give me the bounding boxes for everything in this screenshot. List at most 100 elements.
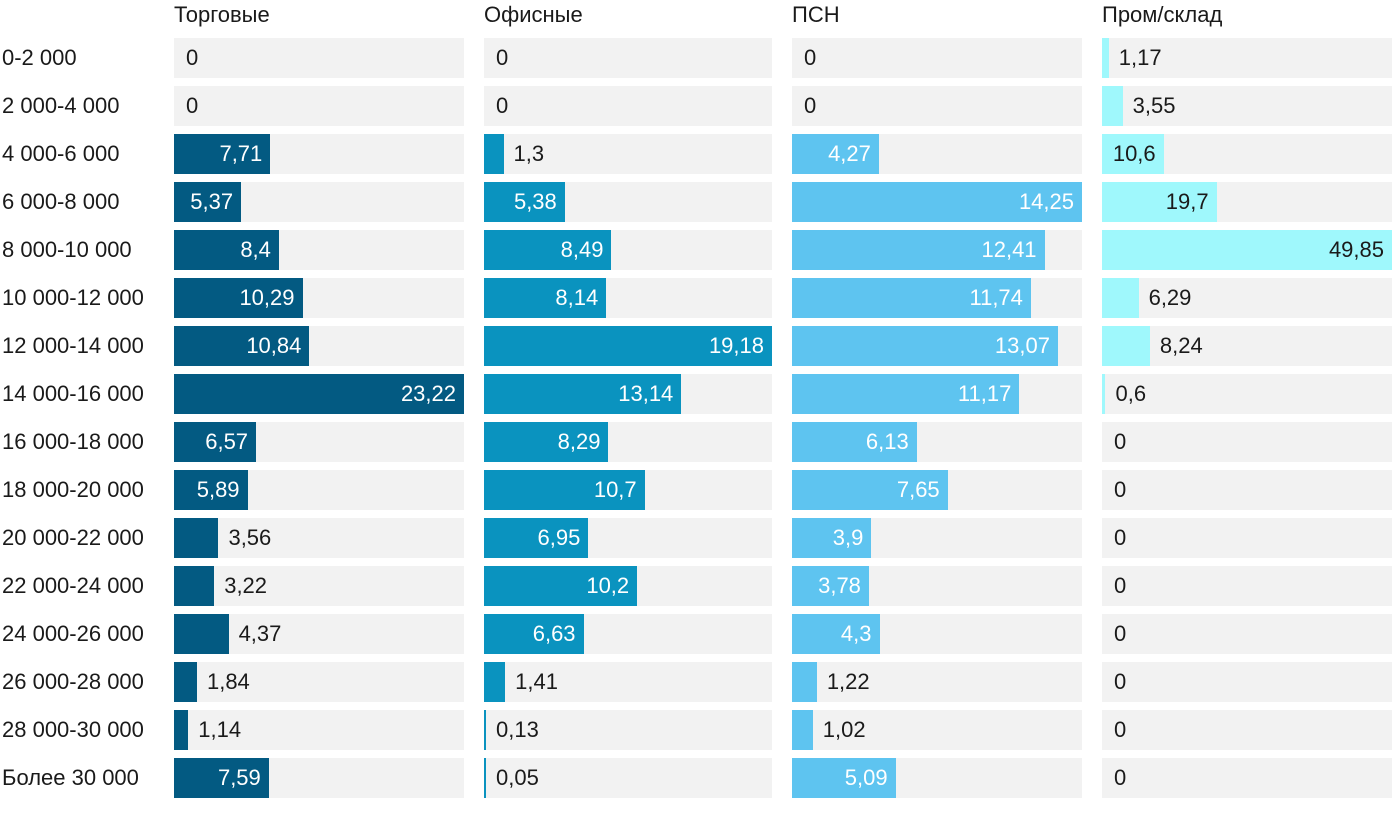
bar[interactable] xyxy=(792,374,1020,414)
bar[interactable] xyxy=(484,134,504,174)
panel-title: Офисные xyxy=(484,2,583,27)
bar-track: 19,7 xyxy=(1102,182,1392,222)
bar[interactable] xyxy=(484,278,607,318)
data-label: 12,41 xyxy=(981,237,1037,262)
bar[interactable] xyxy=(174,278,303,318)
bar[interactable] xyxy=(484,758,486,798)
category-label: 22 000-24 000 xyxy=(2,573,144,598)
bar-track: 1,22 xyxy=(792,662,1082,702)
data-label: 0 xyxy=(496,93,509,118)
bar[interactable] xyxy=(792,326,1058,366)
bar[interactable] xyxy=(174,758,269,798)
bar[interactable] xyxy=(484,566,638,606)
category-label: 0-2 000 xyxy=(2,45,77,70)
bar[interactable] xyxy=(174,614,229,654)
bar[interactable] xyxy=(792,182,1082,222)
bar[interactable] xyxy=(792,662,817,702)
bar-track: 0 xyxy=(1102,662,1392,702)
data-label: 1,84 xyxy=(206,669,250,694)
bar-track: 0 xyxy=(1102,422,1392,462)
data-label: 6,57 xyxy=(205,429,249,454)
bar-track: 8,49 xyxy=(484,230,772,270)
bar[interactable] xyxy=(174,470,248,510)
bar-track: 3,55 xyxy=(1102,86,1392,126)
data-label: 10,84 xyxy=(246,333,302,358)
bar-track: 0 xyxy=(174,86,464,126)
bar[interactable] xyxy=(1102,38,1109,78)
bar-track: 10,29 xyxy=(174,278,464,318)
data-label: 3,78 xyxy=(818,573,861,598)
bar[interactable] xyxy=(174,662,197,702)
bar[interactable] xyxy=(792,230,1045,270)
bar-track: 0 xyxy=(484,86,772,126)
bar-track: 10,6 xyxy=(1102,134,1392,174)
bar-track: 14,25 xyxy=(792,182,1082,222)
data-label: 8,14 xyxy=(555,285,599,310)
data-label: 1,17 xyxy=(1118,45,1162,70)
bar[interactable] xyxy=(484,182,565,222)
bar[interactable] xyxy=(484,662,506,702)
bar[interactable] xyxy=(792,278,1031,318)
bar[interactable] xyxy=(792,470,948,510)
bar[interactable] xyxy=(792,518,872,558)
bar[interactable] xyxy=(174,182,242,222)
bar[interactable] xyxy=(792,758,896,798)
bar[interactable] xyxy=(484,326,772,366)
data-label: 0 xyxy=(496,45,509,70)
data-label: 13,07 xyxy=(994,333,1050,358)
data-label: 1,22 xyxy=(826,669,870,694)
data-label: 3,9 xyxy=(832,525,864,550)
bar-track: 19,18 xyxy=(484,326,772,366)
bar-track: 1,17 xyxy=(1102,38,1392,78)
bar-track: 6,95 xyxy=(484,518,772,558)
bar[interactable] xyxy=(174,518,219,558)
bar[interactable] xyxy=(484,518,589,558)
bar[interactable] xyxy=(1102,278,1139,318)
bar[interactable] xyxy=(792,422,917,462)
bar-track: 6,13 xyxy=(792,422,1082,462)
bar[interactable] xyxy=(174,422,257,462)
bar-track: 0 xyxy=(792,86,1082,126)
data-label: 19,18 xyxy=(708,333,764,358)
bar[interactable] xyxy=(484,470,645,510)
bar[interactable] xyxy=(792,566,869,606)
bar[interactable] xyxy=(174,134,271,174)
bar-track: 13,14 xyxy=(484,374,772,414)
bar[interactable] xyxy=(484,230,612,270)
bar[interactable] xyxy=(1102,374,1106,414)
panel-title: Торговые xyxy=(174,2,270,27)
data-label: 4,3 xyxy=(840,621,872,646)
bar[interactable] xyxy=(792,710,813,750)
bar[interactable] xyxy=(174,230,279,270)
bar[interactable] xyxy=(792,614,880,654)
bar-track: 0 xyxy=(1102,710,1392,750)
bar[interactable] xyxy=(1102,326,1150,366)
bar-track: 6,57 xyxy=(174,422,464,462)
bar[interactable] xyxy=(1102,134,1164,174)
bar[interactable] xyxy=(792,134,879,174)
bar[interactable] xyxy=(484,422,609,462)
bar-track: 0 xyxy=(1102,518,1392,558)
data-label: 3,56 xyxy=(228,525,272,550)
bar[interactable] xyxy=(484,374,682,414)
data-label: 4,27 xyxy=(828,141,871,166)
data-label: 1,41 xyxy=(515,669,558,694)
category-label: 26 000-28 000 xyxy=(2,669,144,694)
bar[interactable] xyxy=(174,566,215,606)
bar-track: 0,05 xyxy=(484,758,772,798)
bar[interactable] xyxy=(174,374,464,414)
bar-track: 1,3 xyxy=(484,134,772,174)
bar[interactable] xyxy=(484,614,584,654)
bar[interactable] xyxy=(174,326,310,366)
data-label: 13,14 xyxy=(618,381,674,406)
bar[interactable] xyxy=(174,710,189,750)
bar-track: 4,27 xyxy=(792,134,1082,174)
bar-track: 10,7 xyxy=(484,470,772,510)
data-label: 0 xyxy=(1114,621,1127,646)
bar[interactable] xyxy=(1102,182,1217,222)
bar[interactable] xyxy=(1102,230,1392,270)
bar[interactable] xyxy=(1102,86,1123,126)
bar-track: 7,71 xyxy=(174,134,464,174)
bar[interactable] xyxy=(484,710,486,750)
